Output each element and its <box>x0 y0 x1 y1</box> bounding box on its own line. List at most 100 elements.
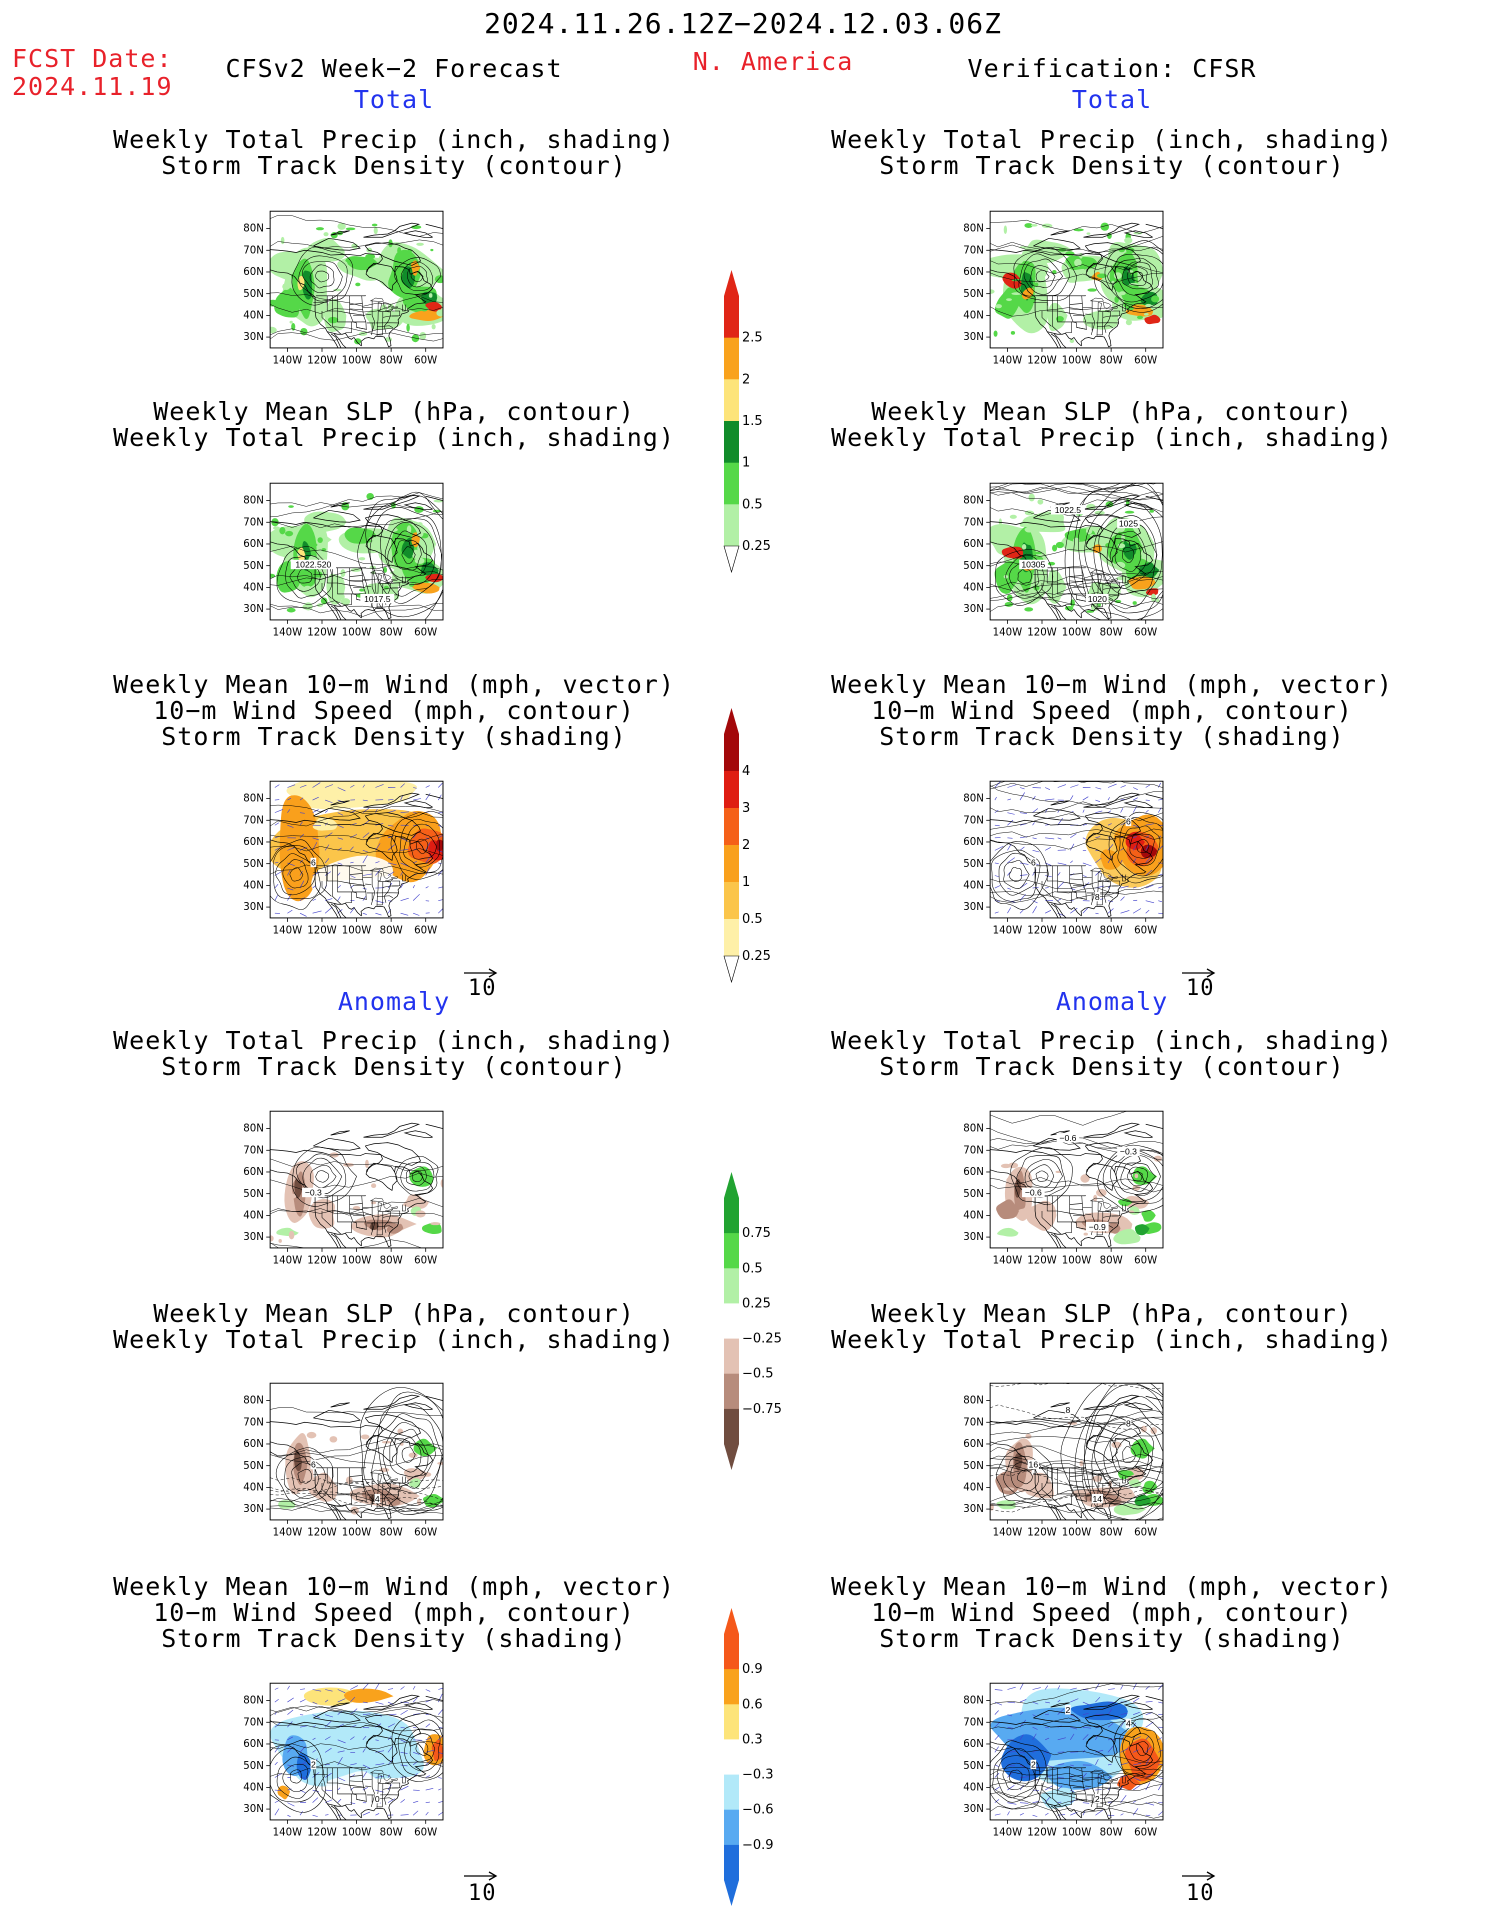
lon-tick-label: 140W <box>273 1828 303 1839</box>
lat-tick-label: 80N <box>243 1696 264 1707</box>
lat-tick-label: 70N <box>243 1717 264 1728</box>
fcst-date-label: FCST Date: <box>12 44 173 73</box>
vector-reference-label: 10 <box>468 1881 497 1906</box>
map-outlines <box>270 781 443 918</box>
lat-tick-label: 60N <box>243 267 264 278</box>
lat-tick-label: 70N <box>243 815 264 826</box>
map-outlines <box>270 211 443 348</box>
colorbar-label: −0.9 <box>742 1838 774 1853</box>
lat-tick-label: 70N <box>963 1717 984 1728</box>
colorbar-label: 1 <box>742 875 750 890</box>
map-frame <box>989 210 1164 349</box>
section-anomaly-left: Anomaly <box>337 987 451 1016</box>
lat-tick-label: 50N <box>243 289 264 300</box>
axis-ticks: 80N 70N 60N 50N 40N 30N 140W 120W 100W 80W 60W <box>243 224 437 367</box>
panel-title-line: Storm Track Density (shading) <box>879 722 1345 751</box>
colorbar-label: 0.5 <box>742 1261 763 1276</box>
colorbar-segment <box>724 771 739 809</box>
contour-label: 6 <box>311 1460 316 1470</box>
colorbar-label: 1 <box>742 456 750 471</box>
lon-tick-label: 140W <box>273 1256 303 1267</box>
panel-title-line: Storm Track Density (shading) <box>161 722 627 751</box>
panel-title-line: Storm Track Density (contour) <box>879 151 1345 180</box>
lon-tick-label: 80W <box>1100 1528 1123 1539</box>
colorbar-segment <box>724 1303 739 1339</box>
lat-tick-label: 80N <box>243 1396 264 1407</box>
colorbar-segment <box>724 1704 739 1740</box>
section-anomaly-right: Anomaly <box>1055 987 1169 1016</box>
colorbar-label: −0.5 <box>742 1367 774 1382</box>
panel-title-line: 10−m Wind Speed (mph, contour) <box>153 1598 635 1627</box>
map-contours <box>990 781 1163 917</box>
colorbar-cap-top <box>724 708 739 734</box>
contour-label: 8 <box>1126 1419 1131 1429</box>
lon-tick-label: 100W <box>342 1256 372 1267</box>
colorbar-segment <box>724 1774 739 1811</box>
lat-tick-label: 60N <box>243 1167 264 1178</box>
contour-label: 14 <box>1093 1494 1103 1504</box>
lat-tick-label: 40N <box>963 583 984 594</box>
lat-tick-label: 70N <box>963 1417 984 1428</box>
panel-title-line: Weekly Total Precip (inch, shading) <box>113 1026 675 1055</box>
contour-label: −0.6 <box>1025 1188 1042 1198</box>
lon-tick-label: 140W <box>993 356 1023 367</box>
lon-tick-label: 140W <box>273 628 303 639</box>
colorbar-label: 2 <box>742 838 750 853</box>
panel-title-line: Weekly Total Precip (inch, shading) <box>831 1026 1393 1055</box>
lat-tick-label: 60N <box>963 1439 984 1450</box>
lat-tick-label: 50N <box>963 859 984 870</box>
vector-reference-label: 10 <box>1186 1881 1215 1906</box>
axis-ticks: 80N 70N 60N 50N 40N 30N 140W 120W 100W 80W 60W <box>963 1124 1157 1267</box>
lon-tick-label: 60W <box>1134 1256 1157 1267</box>
lat-tick-label: 70N <box>963 245 984 256</box>
lon-tick-label: 100W <box>1062 628 1092 639</box>
lat-tick-label: 30N <box>963 1504 984 1515</box>
colorbar-segment <box>724 504 739 547</box>
lat-tick-label: 80N <box>243 1124 264 1135</box>
lat-tick-label: 50N <box>963 1761 984 1772</box>
colorbar-cap-bottom <box>723 955 740 984</box>
panel-title-line: Weekly Total Precip (inch, shading) <box>113 1325 675 1354</box>
lon-tick-label: 100W <box>342 628 372 639</box>
lon-tick-label: 80W <box>380 1256 403 1267</box>
lon-tick-label: 120W <box>307 926 337 937</box>
panel-title-line: Weekly Mean 10−m Wind (mph, vector) <box>113 670 675 699</box>
colorbar-segment <box>724 1809 739 1846</box>
panel-title-line: Weekly Total Precip (inch, shading) <box>113 125 675 154</box>
lon-tick-label: 80W <box>380 628 403 639</box>
colorbar-label: 2 <box>742 372 750 387</box>
contour-label: 4 <box>1126 1719 1131 1729</box>
map-outlines <box>990 1383 1163 1520</box>
lat-tick-label: 70N <box>963 815 984 826</box>
panel-title-line: 10−m Wind Speed (mph, contour) <box>871 1598 1353 1627</box>
axis-ticks: 80N 70N 60N 50N 40N 30N 140W 120W 100W 80W 60W <box>963 224 1157 367</box>
vector-reference-fs-total <box>462 965 502 984</box>
contour-label: 10305 <box>1021 560 1045 570</box>
lon-tick-label: 100W <box>1062 1828 1092 1839</box>
panel-title-line: Storm Track Density (shading) <box>879 1624 1345 1653</box>
colorbar-label: 3 <box>742 801 750 816</box>
colorbar-segment <box>724 1198 739 1234</box>
lat-tick-label: 70N <box>963 1145 984 1156</box>
verification-title: Verification: CFSR <box>967 54 1257 83</box>
contour-label: 4 <box>375 1494 380 1504</box>
lat-tick-label: 30N <box>243 1804 264 1815</box>
lon-tick-label: 120W <box>307 628 337 639</box>
map-outlines <box>990 781 1163 918</box>
lon-tick-label: 100W <box>1062 926 1092 937</box>
section-total-right: Total <box>1071 85 1153 114</box>
lon-tick-label: 140W <box>993 1828 1023 1839</box>
map-contours <box>270 1387 443 1515</box>
lat-tick-label: 30N <box>963 1804 984 1815</box>
lat-tick-label: 50N <box>243 1189 264 1200</box>
contour-label: 8 <box>1066 1405 1071 1415</box>
lon-tick-label: 120W <box>307 1256 337 1267</box>
lat-tick-label: 30N <box>243 332 264 343</box>
colorbar-label: 0.25 <box>742 949 771 964</box>
contour-label: 1017.5 <box>364 594 391 604</box>
colorbar-label: 0.6 <box>742 1697 763 1712</box>
lat-tick-label: 30N <box>963 902 984 913</box>
contour-label: −0.3 <box>1120 1147 1137 1157</box>
axis-ticks: 80N 70N 60N 50N 40N 30N 140W 120W 100W 80W 60W <box>963 794 1157 937</box>
lat-tick-label: 70N <box>243 245 264 256</box>
